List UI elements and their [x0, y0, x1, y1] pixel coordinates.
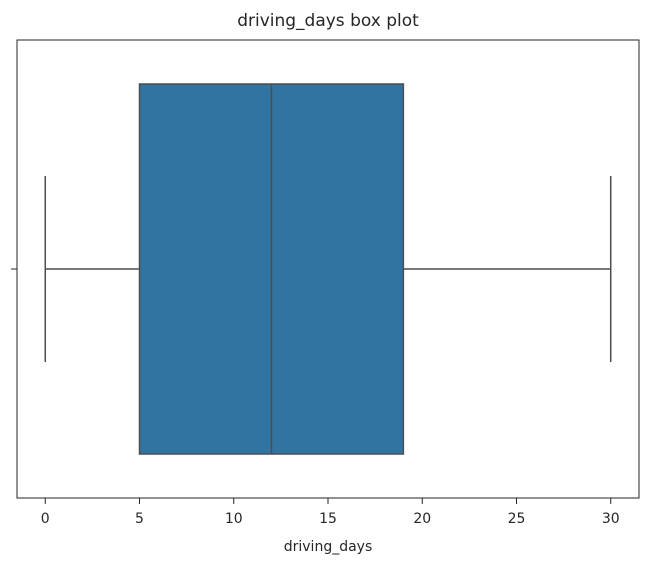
x-tick-label: 20: [413, 511, 431, 527]
x-axis-label: driving_days: [284, 539, 373, 555]
x-axis-ticks: 0 5 10 15 20 25 30: [41, 498, 620, 527]
x-tick-label: 15: [319, 511, 337, 527]
x-tick-label: 25: [508, 511, 526, 527]
box-group: [44, 83, 612, 455]
chart-title: driving_days box plot: [237, 11, 419, 31]
x-tick-label: 0: [41, 511, 50, 527]
x-tick-label: 10: [225, 511, 243, 527]
x-tick-label: 5: [135, 511, 144, 527]
x-tick-label: 30: [602, 511, 620, 527]
